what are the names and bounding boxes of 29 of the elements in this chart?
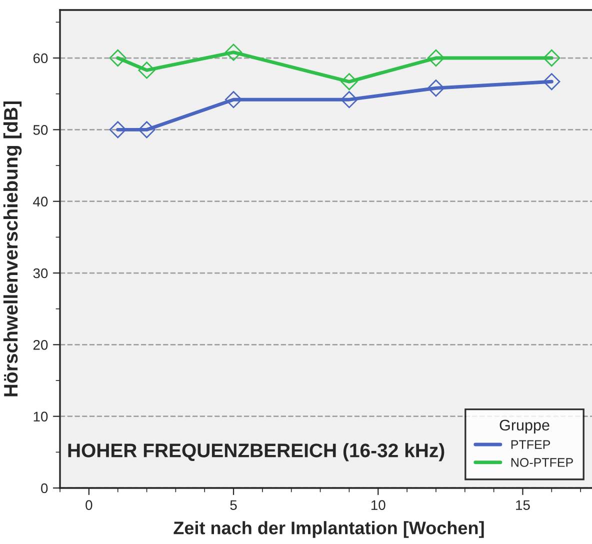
point xyxy=(109,49,126,67)
annotation: HOHER FREQUENZBEREICH (16-32 kHz) xyxy=(68,443,444,462)
y-tick-label: 50 xyxy=(33,125,48,135)
point xyxy=(224,91,242,108)
point xyxy=(138,121,156,138)
point xyxy=(109,121,126,138)
x-tick-label: 10 xyxy=(371,500,386,510)
point xyxy=(340,91,358,108)
point xyxy=(224,44,242,61)
legend-label: NO-PTFEP xyxy=(511,458,573,467)
y-tick-label: 60 xyxy=(33,53,48,64)
x-tick-label: 0 xyxy=(86,500,92,510)
legend-title: Gruppe xyxy=(500,420,550,434)
point xyxy=(543,73,560,90)
point xyxy=(340,73,358,90)
x-axis-title: Zeit nach der Implantation [Wochen] xyxy=(174,521,484,538)
legend-label: PTFEP xyxy=(511,440,550,449)
y-tick-label: 10 xyxy=(34,412,48,422)
y-tick-label: 40 xyxy=(33,196,48,207)
y-tick-label: 20 xyxy=(33,340,48,350)
point xyxy=(138,62,156,79)
point xyxy=(427,49,445,67)
x-tick-label: 5 xyxy=(230,500,237,510)
point xyxy=(543,49,560,67)
x-tick-label: 15 xyxy=(516,500,530,510)
y-tick-label: 30 xyxy=(33,268,48,278)
y-axis-title: Hörschwellenverschiebung [dB] xyxy=(3,102,22,396)
point xyxy=(427,80,445,97)
y-tick-label: 0 xyxy=(41,483,48,494)
